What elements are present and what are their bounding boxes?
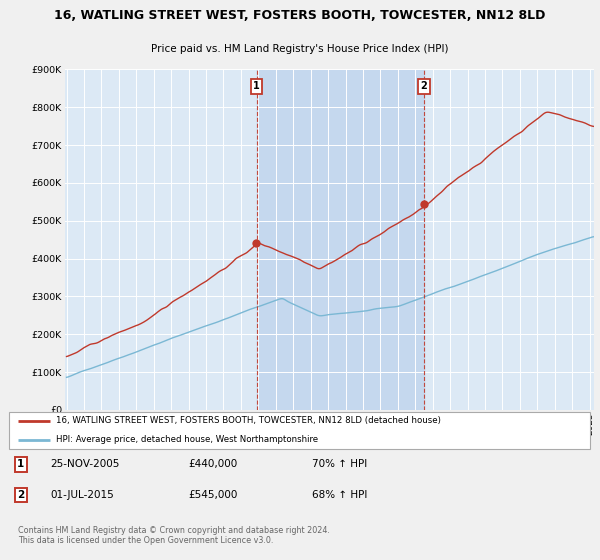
Text: 1: 1	[253, 81, 260, 91]
Bar	[257, 69, 424, 410]
Text: 01-JUL-2015: 01-JUL-2015	[50, 490, 114, 500]
Text: Contains HM Land Registry data © Crown copyright and database right 2024.
This d: Contains HM Land Registry data © Crown c…	[18, 526, 329, 545]
Text: 1: 1	[17, 459, 25, 469]
Text: 68% ↑ HPI: 68% ↑ HPI	[312, 490, 367, 500]
Text: 2: 2	[421, 81, 427, 91]
Text: 2: 2	[17, 490, 25, 500]
Text: 16, WATLING STREET WEST, FOSTERS BOOTH, TOWCESTER, NN12 8LD (detached house): 16, WATLING STREET WEST, FOSTERS BOOTH, …	[56, 417, 441, 426]
Text: Price paid vs. HM Land Registry's House Price Index (HPI): Price paid vs. HM Land Registry's House …	[151, 44, 449, 54]
FancyBboxPatch shape	[9, 412, 590, 449]
Text: 16, WATLING STREET WEST, FOSTERS BOOTH, TOWCESTER, NN12 8LD: 16, WATLING STREET WEST, FOSTERS BOOTH, …	[55, 8, 545, 21]
Text: 70% ↑ HPI: 70% ↑ HPI	[312, 459, 367, 469]
Text: 25-NOV-2005: 25-NOV-2005	[50, 459, 119, 469]
Text: £545,000: £545,000	[188, 490, 238, 500]
Text: HPI: Average price, detached house, West Northamptonshire: HPI: Average price, detached house, West…	[56, 435, 318, 444]
Text: £440,000: £440,000	[188, 459, 238, 469]
